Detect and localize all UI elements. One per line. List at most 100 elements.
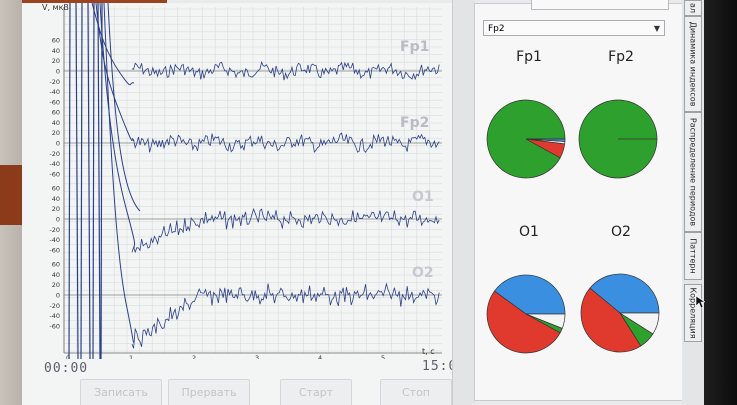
artifact-spike <box>80 3 83 359</box>
x-tick-label: 1 <box>129 354 133 359</box>
pie-label-o2: O2 <box>611 224 631 240</box>
y-tick-label: -60 <box>49 322 60 330</box>
pie-label-fp1: Fp1 <box>516 49 542 65</box>
start-button[interactable]: Старт <box>280 379 352 405</box>
eeg-y-ticks: 60 40 20 0 -20 -40 -60 60 40 20 0 -20 -40 -60 60 40 20 0 -… <box>49 37 60 331</box>
y-tick-label: -40 <box>49 236 60 244</box>
y-tick-label: 40 <box>52 47 60 55</box>
x-tick-label: 4 <box>318 354 322 359</box>
stop-button[interactable]: Стоп <box>380 379 452 405</box>
time-start: 00:00 <box>44 361 89 376</box>
channel-label-o1: O1 <box>412 189 434 205</box>
y-tick-label: 0 <box>56 216 60 224</box>
tab-period-distribution[interactable]: Распределение периодов <box>684 112 702 232</box>
mouse-cursor-icon <box>695 295 705 309</box>
pie-label-o1: O1 <box>519 224 539 240</box>
abort-button[interactable]: Прервать <box>168 379 250 405</box>
tab-correlation[interactable]: Корреляция <box>684 284 702 342</box>
eeg-trace-o2 <box>131 282 440 349</box>
pie-chart-o1 <box>486 274 566 354</box>
eeg-x-axis-label: t, c <box>422 347 435 356</box>
artifact-spike <box>75 3 79 359</box>
y-tick-label: -60 <box>49 98 60 106</box>
playback-controls: 00:00 15:00 Записать Прервать Старт Стоп <box>44 359 474 405</box>
y-tick-label: 60 <box>52 261 60 269</box>
artifact-deflection <box>107 3 141 212</box>
y-tick-label: -40 <box>49 88 60 96</box>
x-tick-label: 0 <box>66 354 70 359</box>
eeg-x-ticks: 0 1 2 3 4 5 <box>66 354 385 359</box>
y-tick-label: 60 <box>52 37 60 45</box>
artifact-spike <box>100 3 103 359</box>
pie-label-fp2: Fp2 <box>608 49 634 65</box>
channel-label-fp1: Fp1 <box>400 39 429 55</box>
eeg-trace-fp1 <box>131 60 440 81</box>
artifact-deflection <box>99 3 136 249</box>
pie-chart-fp2 <box>578 99 658 179</box>
y-tick-label: 20 <box>52 281 60 289</box>
y-tick-label: -60 <box>49 170 60 178</box>
y-tick-label: -20 <box>49 226 60 234</box>
eeg-plot: 6040200-20-40-606040200-20-40-606040200-… <box>42 3 442 359</box>
tab-pattern[interactable]: Паттерн <box>684 232 702 280</box>
artifact-spike <box>92 3 95 359</box>
eeg-grid <box>63 7 442 354</box>
y-tick-label: 20 <box>52 129 60 137</box>
pie-chart-fp1 <box>486 99 566 179</box>
pie-chart-o2 <box>580 273 660 353</box>
tab-analysis[interactable]: ал <box>684 0 702 16</box>
pie-slice <box>580 287 642 353</box>
eeg-artifact-spikes <box>68 3 141 359</box>
y-tick-label: 0 <box>56 140 60 148</box>
background-furniture <box>0 165 22 225</box>
y-tick-label: -20 <box>49 78 60 86</box>
y-tick-label: 0 <box>56 68 60 76</box>
eeg-trace-fp2 <box>131 132 440 153</box>
y-tick-label: 60 <box>52 109 60 117</box>
y-tick-label: 40 <box>52 195 60 203</box>
pie-slice <box>525 138 566 142</box>
eeg-plot-panel: 60 40 20 0 -20 -40 -60 60 40 20 0 -20 -40 -60 60 40 20 0-… <box>22 3 465 405</box>
y-tick-label: 20 <box>52 57 60 65</box>
artifact-deflection <box>91 3 135 86</box>
eeg-y-axis-label: V, мкВ <box>42 3 69 12</box>
eeg-trace-o1 <box>131 207 440 254</box>
y-tick-label: 40 <box>52 119 60 127</box>
artifact-spike <box>68 3 71 359</box>
channel-select-value: Fp2 <box>488 24 505 34</box>
y-tick-label: -20 <box>49 302 60 310</box>
channel-label-o2: O2 <box>412 265 434 281</box>
y-tick-label: 20 <box>52 205 60 213</box>
channel-label-fp2: Fp2 <box>400 115 429 131</box>
eeg-traces <box>131 60 440 349</box>
y-tick-label: -40 <box>49 312 60 320</box>
y-tick-label: 40 <box>52 271 60 279</box>
period-distribution-panel: Fp2 ▼ Fp1 Fp2 O1 O2 <box>474 0 684 401</box>
x-tick-label: 2 <box>192 354 196 359</box>
pie-slice <box>493 274 566 315</box>
artifact-deflection <box>95 3 135 142</box>
x-tick-label: 3 <box>255 354 259 359</box>
vertical-tab-bar: ал Динамика индексов Распределение перио… <box>682 0 704 405</box>
record-button[interactable]: Записать <box>80 379 162 405</box>
y-tick-label: 0 <box>56 292 60 300</box>
pie-slice <box>589 273 660 314</box>
y-tick-label: 60 <box>52 185 60 193</box>
chevron-down-icon: ▼ <box>653 24 660 33</box>
artifact-spike <box>97 3 101 359</box>
pie-slice <box>618 312 660 335</box>
y-tick-label: -60 <box>49 246 60 254</box>
monitor-bezel-right <box>704 0 737 405</box>
tab-index-dynamics[interactable]: Динамика индексов <box>684 16 702 112</box>
y-tick-label: -40 <box>49 160 60 168</box>
background-furniture-top <box>22 0 167 3</box>
top-combo-box[interactable] <box>531 0 669 10</box>
pie-slice <box>525 313 566 329</box>
artifact-deflection <box>103 3 135 344</box>
channel-select[interactable]: Fp2 ▼ <box>483 20 665 36</box>
artifact-spike <box>87 3 91 359</box>
y-tick-label: -20 <box>49 150 60 158</box>
panel-divider <box>452 0 475 405</box>
x-tick-label: 5 <box>381 354 385 359</box>
